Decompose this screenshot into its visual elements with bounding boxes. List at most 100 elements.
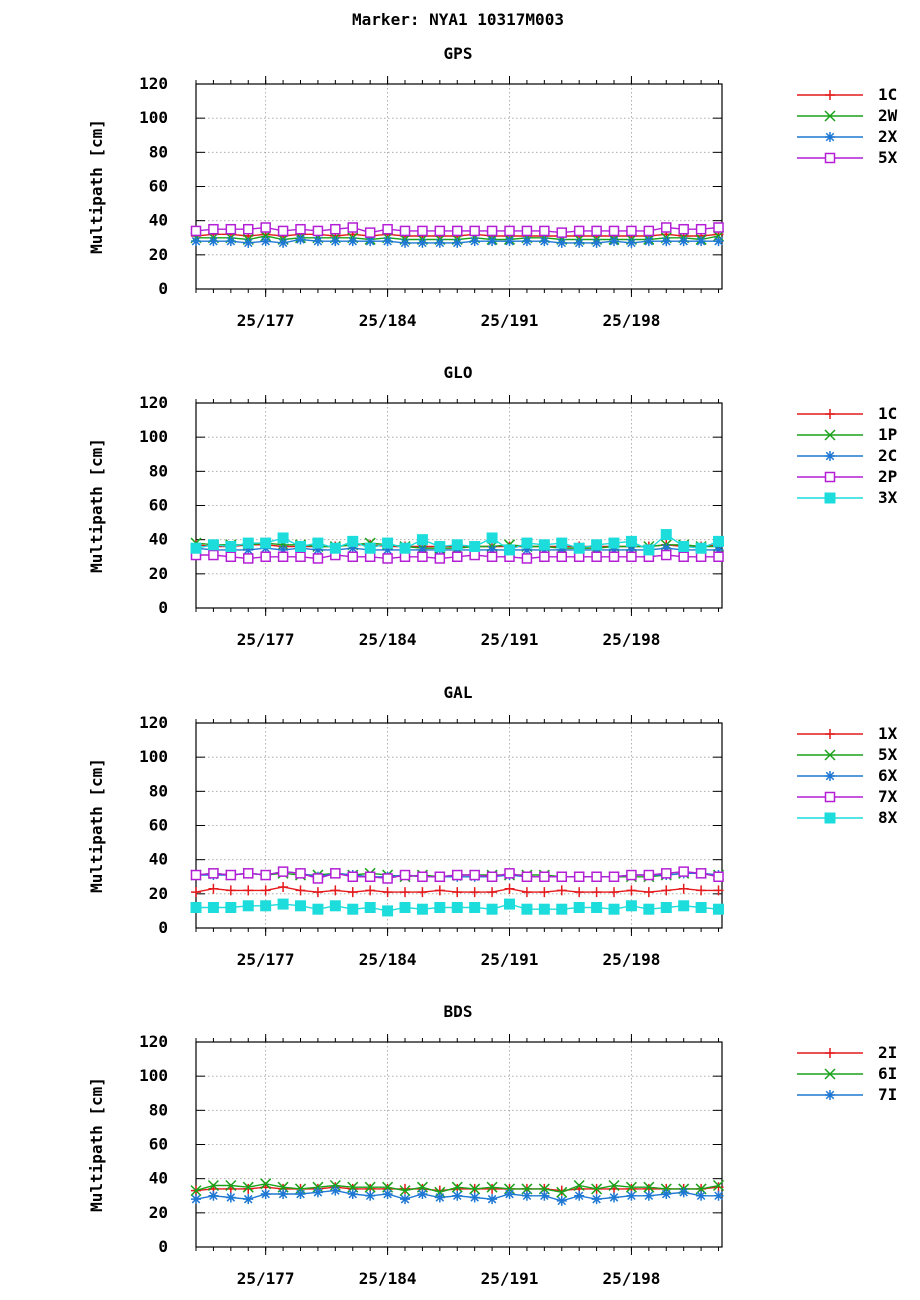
data-point [486,871,498,882]
data-point [573,225,585,237]
data-point [556,1186,568,1198]
data-point [452,237,463,248]
data-point [260,1178,272,1190]
data-point [295,900,307,912]
data-point [661,236,672,247]
plot-frame [195,402,723,609]
x-tick-label: 25/184 [359,630,417,649]
data-point [243,544,254,555]
legend-label: 3X [878,488,898,507]
data-point [364,542,376,554]
data-point [242,537,254,549]
x-tick-label: 25/191 [481,630,539,649]
data-point [278,882,289,892]
data-point [713,885,724,896]
data-point [207,539,219,551]
data-point [347,551,359,562]
data-point [591,237,602,248]
data-point [243,1194,254,1205]
data-point [452,551,463,562]
data-point [626,869,637,881]
data-point [713,236,724,247]
y-tick-label: 0 [158,918,168,937]
data-point [539,871,550,882]
data-point [451,902,463,913]
data-point [417,225,428,237]
legend-label: 1C [878,404,897,423]
legend-marker [824,152,836,164]
legend-entry: 7I [797,1085,897,1104]
data-point [660,1183,672,1195]
data-point [400,1183,411,1194]
data-point [330,1185,341,1196]
x-tick-label: 25/191 [481,1269,539,1288]
data-point [225,551,237,562]
y-tick-label: 40 [149,530,168,549]
data-point [382,544,393,555]
data-point [625,900,637,912]
data-point [573,871,585,882]
data-point [277,866,289,877]
data-point [661,549,672,561]
y-tick-label: 80 [149,781,168,800]
data-point [486,1181,498,1193]
data-point [260,537,272,549]
data-point [364,227,376,238]
data-point [260,236,271,247]
data-point [661,543,672,554]
legend-entry: 1C [797,85,897,104]
y-tick-label: 120 [139,393,168,412]
x-tick-label: 25/184 [359,950,417,969]
data-point [521,544,532,555]
data-point [591,225,602,237]
data-point [364,902,376,913]
data-point [574,1190,585,1201]
y-tick-label: 60 [149,177,168,196]
data-point [278,544,289,555]
data-point [573,542,585,554]
data-point [225,1192,236,1203]
data-point [469,225,480,237]
data-point [434,1186,446,1198]
x-tick-label: 25/191 [481,311,539,330]
plot-frame [195,83,723,290]
data-point [399,225,411,237]
grid [196,1042,722,1247]
data-point [539,887,550,898]
data-point [556,1195,567,1206]
x-tick-label: 25/177 [237,630,295,649]
data-point [678,866,689,877]
panel-gps: GPS Multipath [cm] 0 20 40 60 80 100 120 25/177 25… [87,44,898,330]
data-point [556,885,567,896]
y-tick-label: 0 [158,279,168,298]
data-point [469,1183,481,1195]
data-point [295,1189,306,1200]
data-point [312,903,324,915]
data-point [696,885,707,896]
data-point [225,223,237,235]
data-point [312,553,324,564]
legend-entry: 6I [797,1064,897,1083]
legend-label: 1X [878,724,898,743]
data-point [678,236,689,247]
data-point [608,551,620,562]
data-point [609,887,620,898]
data-point [243,223,254,235]
legend-marker [825,1090,835,1100]
legend-label: 6X [878,766,898,785]
data-point [487,1183,498,1194]
y-tick-label: 100 [139,108,168,127]
data-point [713,535,725,547]
y-tick-label: 100 [139,427,168,446]
figure-title: Marker: NYA1 10317M003 [352,10,564,29]
series-7i [191,1185,724,1206]
data-point [295,541,307,552]
data-point [487,1194,498,1205]
data-point [625,1181,637,1193]
data-point [486,225,498,237]
data-point [643,869,655,881]
data-point [556,871,568,882]
data-point [399,542,411,554]
data-point [713,1182,724,1193]
data-point [243,237,254,248]
